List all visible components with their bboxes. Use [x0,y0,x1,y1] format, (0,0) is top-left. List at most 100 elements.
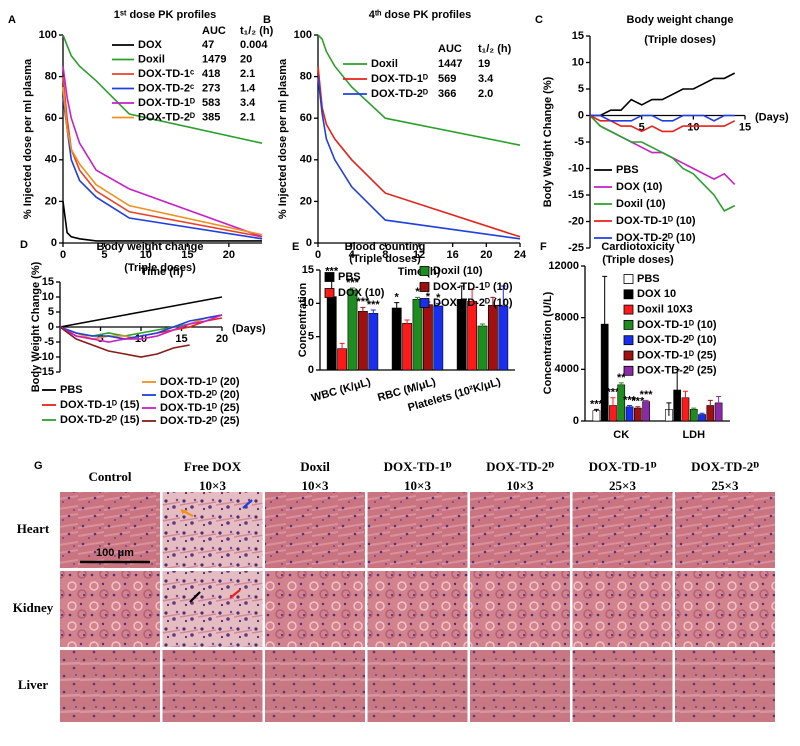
legend-swatch [623,289,634,300]
x-tick-label: LDH [682,429,705,441]
y-tick-label: -15 [568,189,584,201]
significance: * [426,291,431,303]
y-tick-label: 15 [42,276,54,288]
bar [487,305,498,371]
y-tick-label: -5 [44,336,54,348]
column-header: 25×3 [712,478,739,493]
x-tick-label: 20 [216,333,228,345]
x-tick-label: 12 [413,249,425,261]
legend-label: PBS [60,384,83,396]
chart-title: Body weight change [627,14,734,26]
x-tick-label: 8 [382,249,388,261]
column-header: 10×3 [507,478,534,493]
legend-auc: 1479 [202,53,226,65]
series-line [590,114,735,122]
legend-swatch [623,365,634,376]
series-line [317,76,521,240]
chart-subtitle: (Triple doses) [124,262,196,274]
y-tick-label: 0 [573,415,579,427]
y-tick-label: 5 [308,331,314,343]
panel-letter: E [292,241,299,253]
panel-letter: D [20,239,28,251]
legend-half-life: 20 [240,53,252,65]
error-bar [682,390,688,405]
significance: * [415,286,420,298]
error-bar [618,382,624,387]
legend-auc: 366 [438,88,456,100]
row-label: Liver [18,677,49,692]
chart-title: Cardiotoxicity [601,241,675,253]
x-unit: (Days) [755,111,789,123]
bar [422,304,433,371]
y-tick-label: 60 [300,112,312,124]
x-tick-label: 4 [349,249,356,261]
error-bar [635,406,641,410]
error-bar [666,402,672,416]
significance: * [436,292,441,304]
y-tick-label: -10 [568,162,584,174]
bar [592,410,601,422]
bar [642,401,650,422]
error-bar [415,296,420,302]
legend-label: DOX-TD-2ᴰ (10) [433,297,513,309]
y-tick-label: 8000 [555,312,579,324]
column-header: Control [88,469,131,484]
legend-header: AUC [438,43,462,55]
y-axis-label: Body Weight Change (%) [542,76,554,207]
error-bar [480,323,485,328]
y-tick-label: -25 [568,242,584,254]
bar [689,409,698,422]
y-tick-label: 40 [300,154,312,166]
histology-image [675,571,775,647]
error-bar [643,399,649,403]
error-bar [360,306,366,316]
x-tick-label: 0 [315,249,321,261]
error-bar [394,302,400,314]
legend-label: DOX-TD-2ᴰ (10) [616,232,696,244]
y-tick-label: 12000 [548,260,579,272]
legend-label: PBS [616,164,639,176]
legend-label: PBS [637,273,660,285]
arrow-head [245,500,252,505]
histology-image [265,650,365,722]
significance: *** [640,389,654,401]
x-axis-label: Time (h) [398,266,441,278]
error-bar [350,287,355,292]
legend-half-life: 1.4 [240,82,256,94]
column-header: 10×3 [404,478,431,493]
legend-swatch [623,319,634,330]
legend-auc: 569 [438,73,456,85]
histology-image [60,571,160,647]
y-tick-label: -5 [574,136,584,148]
bar [368,313,379,371]
legend-swatch [623,335,634,346]
error-bar [370,309,376,317]
y-tick-label: 10 [42,291,54,303]
significance: *** [631,396,645,408]
error-bar [699,412,705,416]
y-tick-label: 5 [48,306,54,318]
chart-title: Blood counting [345,241,426,253]
y-tick-label: 20 [300,195,312,207]
legend-label: DOX-TD-1ᴰ (10) [433,281,513,293]
legend-label: DOX-TD-1ᴰ [138,97,195,109]
significance: *** [346,277,360,289]
legend-auc: 47 [202,39,214,51]
series-line [62,86,263,236]
legend-label: DOX-TD-1ᴰ (15) [60,399,140,411]
x-tick-label: 15 [175,333,187,345]
bar [391,307,402,371]
x-unit: (Days) [232,323,266,335]
x-tick-label: 15 [739,121,751,133]
legend-header: t₁/₂ (h) [240,25,274,37]
error-bar [459,285,465,313]
y-tick-label: 80 [45,71,57,83]
legend-label: DOX-TD-2ᴰ (10) [637,334,717,346]
legend-half-life: 2.1 [240,111,255,123]
arrow-head [190,596,197,602]
y-tick-label: 10 [302,297,314,309]
panel-letter: F [540,241,547,253]
legend-swatch [324,288,335,298]
legend-label: DOX-TD-1ᴰ [371,73,428,85]
error-bar [469,288,475,314]
